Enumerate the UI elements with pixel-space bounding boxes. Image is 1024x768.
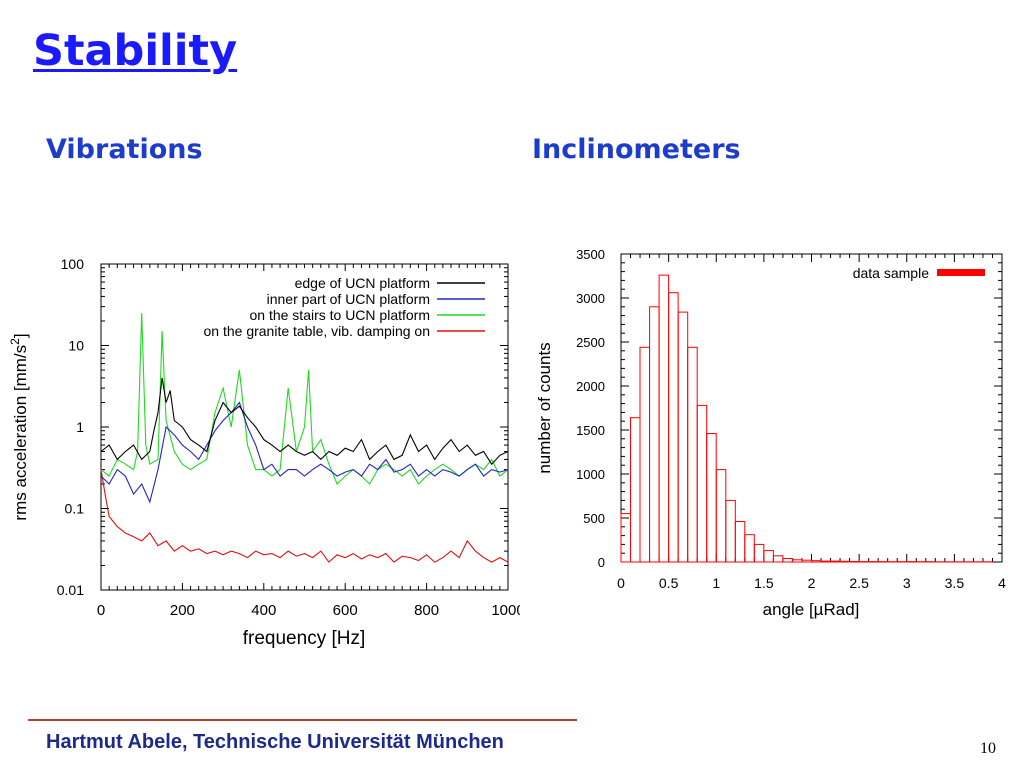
inc-x-tick-label: 1.5 <box>754 575 774 591</box>
inc-histogram-bar <box>744 534 755 563</box>
vib-y-axis-label-tail: ] <box>11 333 30 338</box>
inc-histogram-bar <box>792 559 803 563</box>
inc-y-tick-label: 2000 <box>576 379 605 394</box>
inc-x-tick-label: 3 <box>903 575 911 591</box>
inclinometers-chart: 0 0.5 1 1.5 2 2.5 3 3.5 4 0 500 1000 1500 2000 2500 300… <box>535 247 1006 619</box>
inc-histogram-bar <box>839 560 851 563</box>
inc-y-tick-label: 2500 <box>576 335 605 350</box>
inc-histogram-bar <box>753 543 765 563</box>
inc-x-tick-label: 4 <box>998 575 1006 591</box>
inc-y-tick-label: 500 <box>583 511 605 526</box>
inc-y-tick-label: 3000 <box>576 291 605 306</box>
inc-y-tick-label: 0 <box>598 555 605 570</box>
vib-legend-label: inner part of UCN platform <box>267 291 430 307</box>
vib-x-tick-label: 400 <box>251 602 276 619</box>
vib-y-tick-label: 100 <box>61 256 85 272</box>
inc-histogram-bar <box>782 558 793 563</box>
vib-x-tick-label: 200 <box>170 602 195 619</box>
vibrations-chart: 0 200 400 600 800 1000 0.01 0.1 1 10 100 edge of U… <box>8 256 520 649</box>
footer-rule <box>28 719 577 721</box>
inc-axis-ticks: 0 0.5 1 1.5 2 2.5 3 3.5 4 0 500 1000 1500 2000 2500 300… <box>576 247 1006 591</box>
inc-histogram-bar <box>687 346 698 563</box>
section-heading-vibrations: Vibrations <box>46 134 203 165</box>
vib-legend-label: on the granite table, vib. damping on <box>204 323 431 339</box>
vib-legend-label: edge of UCN platform <box>295 275 430 291</box>
inc-histogram-bar <box>715 469 727 563</box>
inc-histogram-bar <box>734 521 746 563</box>
inc-histogram-bar <box>725 499 736 563</box>
inc-y-axis-label: number of counts <box>535 342 554 473</box>
inc-legend-label: data sample <box>853 265 929 281</box>
inc-histogram-bar <box>801 559 812 563</box>
vib-series-line-1 <box>100 401 509 504</box>
inc-histogram-bar <box>811 560 822 563</box>
inc-histogram-bar <box>620 513 631 563</box>
inc-y-tick-label: 1000 <box>576 467 605 482</box>
vib-series-group <box>100 313 509 563</box>
inc-histogram-bar <box>820 560 831 563</box>
inc-histogram-bar <box>763 550 774 563</box>
footer-author: Hartmut Abele, Technische Universität Mü… <box>46 731 504 753</box>
vib-x-tick-label: 800 <box>414 602 439 619</box>
inc-x-tick-label: 2.5 <box>849 575 869 591</box>
inc-legend-swatch <box>937 269 985 276</box>
vib-y-tick-label: 1 <box>76 419 84 435</box>
vib-axis-ticks: 0 200 400 600 800 1000 0.01 0.1 1 10 100 <box>57 256 520 619</box>
inc-y-tick-label: 3500 <box>576 247 605 262</box>
vib-y-tick-label: 0.01 <box>57 582 84 598</box>
slide-title: Stability <box>33 26 238 76</box>
vib-series-line-0 <box>100 377 509 466</box>
inc-bars-group <box>620 274 993 563</box>
inc-x-tick-label: 1 <box>712 575 720 591</box>
inc-histogram-bar <box>649 306 660 563</box>
vib-series-line-3 <box>100 469 509 563</box>
inc-histogram-bar <box>849 561 860 563</box>
inc-histogram-bar <box>639 346 650 563</box>
inc-histogram-bar <box>630 417 641 563</box>
vib-x-tick-label: 600 <box>333 602 358 619</box>
inc-histogram-bar <box>658 274 670 563</box>
vib-y-tick-label: 10 <box>68 338 84 354</box>
page-number: 10 <box>980 740 996 757</box>
vib-x-tick-label: 0 <box>97 602 105 619</box>
inc-x-tick-label: 0 <box>617 575 625 591</box>
vib-x-axis-label: frequency [Hz] <box>243 628 366 649</box>
inc-x-tick-label: 0.5 <box>659 575 679 591</box>
inc-legend: data sample <box>853 265 985 281</box>
section-heading-inclinometers: Inclinometers <box>532 134 741 165</box>
inc-x-tick-label: 2 <box>808 575 816 591</box>
inc-histogram-bar <box>772 555 784 563</box>
inc-x-tick-label: 3.5 <box>945 575 965 591</box>
inc-histogram-bar <box>668 292 679 563</box>
inc-histogram-bar <box>706 433 717 563</box>
vib-y-axis-label-sup: 2 <box>8 338 22 345</box>
vib-legend-label: on the stairs to UCN platform <box>249 307 430 323</box>
inc-histogram-bar <box>830 560 841 563</box>
vib-y-axis-label: rms acceleration [mm/s2] <box>8 333 30 520</box>
inc-histogram-bar <box>677 311 689 563</box>
inc-y-tick-label: 1500 <box>576 423 605 438</box>
vib-y-tick-label: 0.1 <box>65 501 85 517</box>
inc-x-axis-label: angle [µRad] <box>763 600 860 619</box>
inc-histogram-bar <box>696 404 708 563</box>
vib-x-tick-label: 1000 <box>491 602 520 619</box>
